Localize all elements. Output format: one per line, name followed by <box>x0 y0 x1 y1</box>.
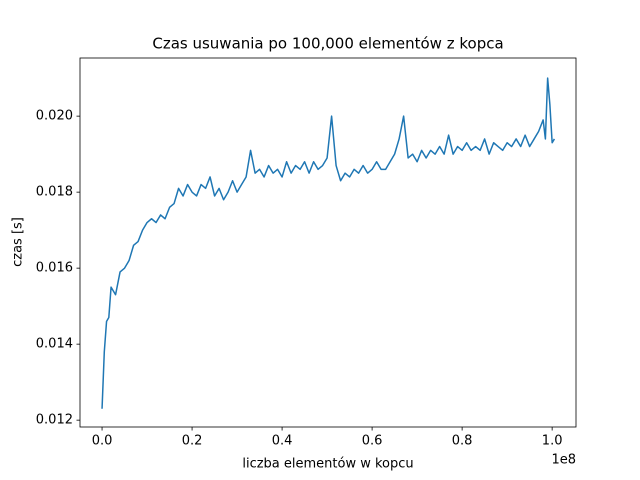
x-tick-label: 0.6 <box>362 434 383 449</box>
chart-title: Czas usuwania po 100,000 elementów z kop… <box>152 35 503 53</box>
x-tick-label: 0.8 <box>452 434 473 449</box>
y-tick-label: 0.014 <box>36 337 73 352</box>
y-axis-label: czas [s] <box>11 217 26 267</box>
x-tick-label: 0.0 <box>92 434 113 449</box>
y-tick-label: 0.018 <box>36 185 73 200</box>
x-offset-label: 1e8 <box>551 453 576 468</box>
x-tick-label: 0.4 <box>272 434 293 449</box>
y-tick-label: 0.020 <box>36 109 73 124</box>
x-tick-label: 0.2 <box>182 434 203 449</box>
data-line <box>101 77 556 409</box>
plot-frame <box>79 57 577 428</box>
y-tick-label: 0.016 <box>36 261 73 276</box>
x-tick-label: 1.0 <box>542 434 563 449</box>
y-tick-label: 0.012 <box>36 413 73 428</box>
x-axis-label: liczba elementów w kopcu <box>242 457 413 472</box>
